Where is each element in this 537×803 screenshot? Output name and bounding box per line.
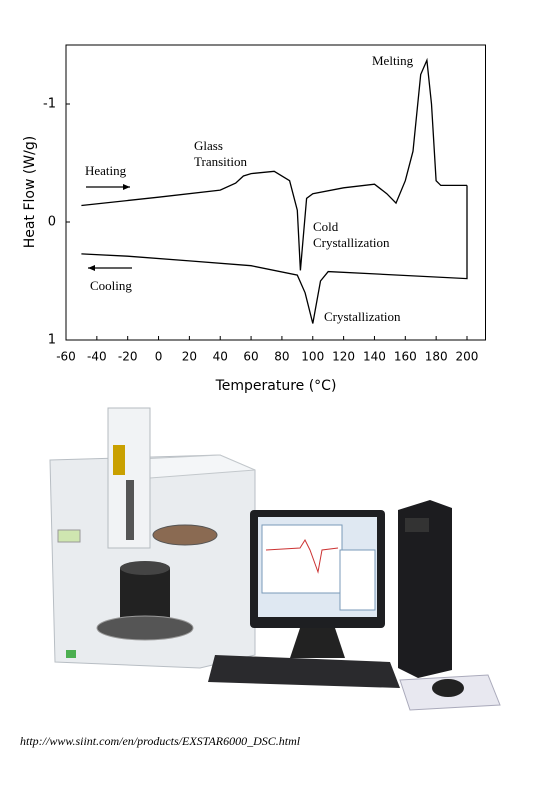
x-tick-label: 140 [363, 350, 386, 364]
caption: http://www.siint.com/en/products/EXSTAR6… [20, 734, 301, 748]
x-tick-label: 120 [332, 350, 355, 364]
y-tick-label: 1 [48, 333, 56, 348]
arrow-head [123, 184, 130, 190]
annotation: Transition [194, 154, 247, 169]
annotation: Heating [85, 163, 127, 178]
x-tick-label: 60 [243, 350, 258, 364]
furnace-base [96, 615, 194, 641]
annotation: Crystallization [324, 309, 401, 324]
warning-label [113, 445, 125, 475]
screen-window [339, 549, 376, 611]
annotation: Cooling [90, 278, 132, 293]
x-tick-label: 100 [301, 350, 324, 364]
annotation: Melting [372, 53, 414, 68]
monitor-stand [290, 628, 345, 658]
x-tick-label: -20 [118, 350, 138, 364]
sample-tray [152, 524, 218, 546]
y-axis-label: Heat Flow (W/g) [22, 136, 38, 248]
x-tick-label: 20 [182, 350, 197, 364]
tower-slot [126, 480, 134, 540]
furnace [120, 568, 170, 620]
data-line [81, 57, 467, 271]
keyboard [208, 655, 400, 688]
pc-tower [398, 500, 452, 678]
screen-curve [265, 538, 339, 574]
x-tick-label: 40 [213, 350, 228, 364]
chart: Temperature (°C) Heat Flow (W/g) -60 -40-… [22, 44, 486, 394]
x-tick-label: 200 [456, 350, 479, 364]
x-tick-label: 160 [394, 350, 417, 364]
x-tick-label: -60 [56, 350, 76, 364]
x-axis-label: Temperature (°C) [215, 378, 337, 394]
instrument-photo [49, 407, 501, 711]
screen-window [261, 524, 343, 594]
annotation: Glass [194, 138, 223, 153]
data-line [81, 185, 468, 324]
arrow-head [88, 265, 95, 271]
furnace-lid [120, 561, 170, 575]
x-tick-label: 0 [155, 350, 163, 364]
drive-bay [405, 518, 429, 532]
annotation: Cold [313, 219, 339, 234]
y-tick-label: -1 [43, 97, 56, 112]
y-tick-label: 0 [48, 215, 56, 230]
mouse [432, 679, 464, 697]
x-tick-label: -40 [87, 350, 107, 364]
power-led [66, 650, 76, 658]
plot-frame [65, 44, 486, 341]
x-tick-label: 80 [274, 350, 289, 364]
x-tick-label: 180 [425, 350, 448, 364]
annotation: Crystallization [313, 235, 390, 250]
display [57, 529, 81, 543]
